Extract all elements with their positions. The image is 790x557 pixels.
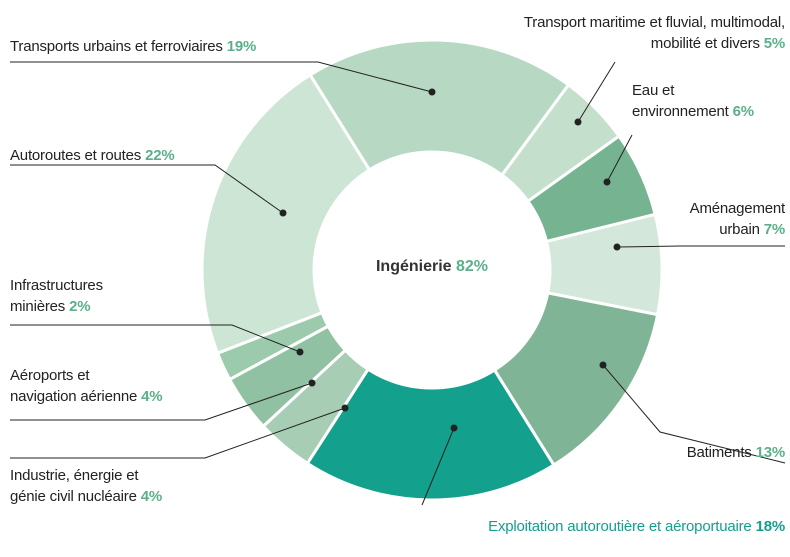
leader-dot <box>279 209 287 217</box>
value-label: 2% <box>69 298 91 315</box>
leader-dot <box>574 118 582 126</box>
donut-segment <box>305 367 556 502</box>
leader-line <box>421 427 455 506</box>
center-label: Ingénierie 82% <box>332 258 532 276</box>
leader-line <box>10 382 313 421</box>
category-name: Eau et environnement <box>632 82 729 120</box>
leader-dot <box>599 361 607 369</box>
category-name: Batiments <box>686 444 752 461</box>
leader-dot <box>308 379 316 387</box>
value-label: 19% <box>226 38 257 55</box>
segment-label: Aménagement urbain 7% <box>689 198 786 240</box>
value-label: 13% <box>755 444 786 461</box>
value-label: 18% <box>755 518 786 535</box>
leader-line <box>577 61 616 123</box>
leader-line <box>606 134 633 183</box>
segment-label: Exploitation autoroutière et aéroportuai… <box>488 516 785 537</box>
leader-line <box>10 164 284 214</box>
leader-dot <box>341 404 349 412</box>
leader-line <box>10 324 301 353</box>
leader-line <box>616 245 785 248</box>
category-name: Industrie, énergie et génie civil nucléa… <box>10 467 139 505</box>
category-name: Transport maritime et fluvial, multimoda… <box>523 14 785 52</box>
value-label: 4% <box>141 388 163 405</box>
donut-segment <box>308 38 571 178</box>
leader-line <box>602 364 786 464</box>
leader-dot <box>613 243 621 251</box>
value-label: 7% <box>763 221 785 238</box>
segment-label: Transport maritime et fluvial, multimoda… <box>524 12 785 54</box>
value-label: 6% <box>732 103 754 120</box>
leader-dot <box>603 178 611 186</box>
leader-dot <box>296 348 304 356</box>
category-name: Autoroutes et routes <box>10 147 142 164</box>
segment-label: Autoroutes et routes 22% <box>10 145 175 166</box>
value-label: 22% <box>145 147 175 164</box>
value-label: 4% <box>140 488 162 505</box>
category-name: Aménagement urbain <box>689 200 786 238</box>
segment-label: Aéroports et navigation aérienne 4% <box>10 365 163 407</box>
leader-dot <box>428 88 436 96</box>
category-name: Exploitation autoroutière et aéroportuai… <box>488 518 752 535</box>
center-text: Ingénierie <box>375 258 452 275</box>
value-label: 5% <box>763 35 785 52</box>
segment-label: Transports urbains et ferroviaires 19% <box>10 36 256 57</box>
segment-label: Eau et environnement 6% <box>632 80 754 122</box>
leader-line <box>10 61 433 93</box>
leader-line <box>10 407 346 459</box>
center-value: 82% <box>456 258 489 275</box>
leader-dot <box>450 424 458 432</box>
category-name: Infrastructures minières <box>10 277 103 315</box>
segment-label: Industrie, énergie et génie civil nucléa… <box>10 465 162 507</box>
segment-label: Infrastructures minières 2% <box>10 275 103 317</box>
category-name: Transports urbains et ferroviaires <box>10 38 223 55</box>
segment-label: Batiments 13% <box>686 442 786 463</box>
category-name: Aéroports et navigation aérienne <box>10 367 138 405</box>
